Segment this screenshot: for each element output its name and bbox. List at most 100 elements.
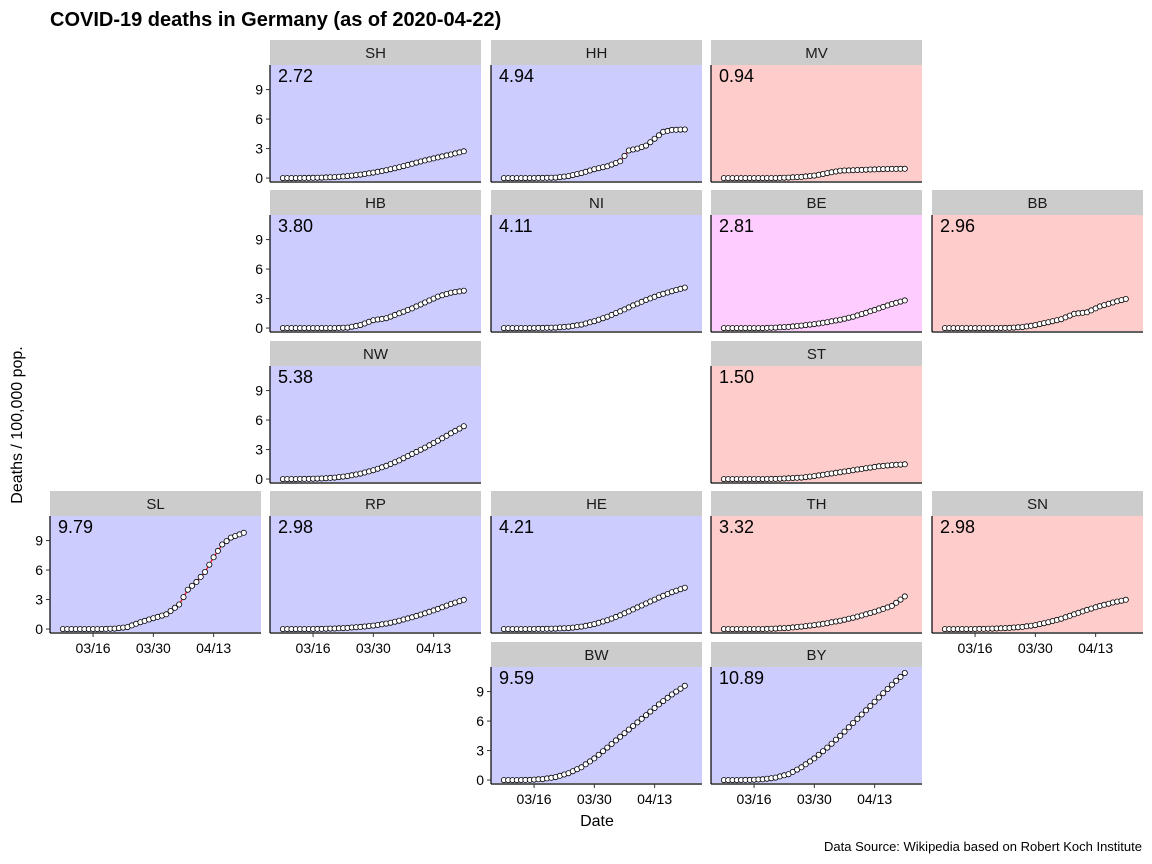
x-tick-label: 04/13 bbox=[1078, 640, 1113, 656]
data-point bbox=[850, 720, 857, 727]
x-tick-label: 04/13 bbox=[196, 640, 231, 656]
data-point bbox=[587, 758, 594, 765]
data-point bbox=[888, 602, 895, 609]
data-point bbox=[664, 694, 671, 701]
data-point bbox=[897, 673, 904, 680]
data-point bbox=[638, 715, 645, 722]
panel-background bbox=[270, 516, 481, 632]
x-tick-label: 03/16 bbox=[958, 640, 993, 656]
panel-strip bbox=[50, 491, 261, 516]
data-point bbox=[643, 142, 650, 149]
data-point bbox=[901, 670, 908, 677]
data-point bbox=[443, 432, 450, 439]
data-point bbox=[673, 688, 680, 695]
data-point bbox=[460, 423, 467, 430]
panel-value-label: 4.11 bbox=[499, 216, 533, 236]
y-tick-label: 3 bbox=[255, 442, 263, 458]
panel-background bbox=[491, 516, 702, 632]
panel-strip bbox=[711, 642, 922, 667]
panel-background bbox=[270, 215, 481, 331]
data-point bbox=[604, 744, 611, 751]
data-point bbox=[677, 685, 684, 692]
y-axis-title: Deaths / 100,000 pop. bbox=[9, 346, 26, 503]
data-point bbox=[681, 682, 688, 689]
panel-strip bbox=[270, 190, 481, 215]
x-tick-label: 03/16 bbox=[517, 791, 552, 807]
panel-background bbox=[711, 516, 922, 632]
panel-strip-label: BW bbox=[584, 647, 609, 664]
data-point bbox=[647, 139, 654, 146]
data-point bbox=[875, 694, 882, 701]
panel-strip-label: ST bbox=[807, 346, 826, 363]
data-point bbox=[214, 547, 221, 554]
data-point bbox=[617, 733, 624, 740]
panel-value-label: 2.72 bbox=[278, 66, 313, 86]
panel-strip-label: BY bbox=[806, 647, 826, 664]
data-point bbox=[841, 728, 848, 735]
x-tick-label: 03/30 bbox=[136, 640, 171, 656]
panel-hb: HB 3.80 0 3 6 9 bbox=[255, 190, 481, 336]
data-point bbox=[837, 732, 844, 739]
y-tick-label: 0 bbox=[476, 772, 484, 788]
panel-rp: RP 2.98 03/16 03/30 04/13 bbox=[269, 491, 481, 656]
panel-sn: SN 2.98 03/16 03/30 04/13 bbox=[931, 491, 1143, 656]
data-point bbox=[655, 132, 662, 139]
y-tick-label: 9 bbox=[35, 533, 43, 549]
panel-th: TH 3.32 bbox=[710, 491, 922, 634]
panel-value-label: 3.32 bbox=[719, 517, 754, 537]
panel-strip bbox=[932, 190, 1143, 215]
panel-strip bbox=[491, 491, 702, 516]
data-point bbox=[223, 538, 230, 545]
panel-strip bbox=[711, 40, 922, 65]
panel-background bbox=[270, 366, 481, 482]
y-tick-label: 6 bbox=[255, 111, 263, 127]
panel-strip bbox=[491, 190, 702, 215]
panel-strip-label: HB bbox=[365, 195, 386, 212]
data-point bbox=[612, 737, 619, 744]
data-point bbox=[643, 712, 650, 719]
x-tick-label: 04/13 bbox=[637, 791, 672, 807]
panel-strip-label: SH bbox=[365, 45, 386, 62]
data-point bbox=[863, 707, 870, 714]
y-tick-label: 6 bbox=[476, 713, 484, 729]
data-point bbox=[815, 751, 822, 758]
panel-strip-label: SN bbox=[1027, 496, 1048, 513]
data-point bbox=[802, 761, 809, 768]
data-point bbox=[460, 287, 467, 294]
data-point bbox=[854, 715, 861, 722]
data-point bbox=[1122, 295, 1129, 302]
panel-background bbox=[491, 667, 702, 783]
y-tick-label: 9 bbox=[476, 684, 484, 700]
panel-strip-label: NW bbox=[363, 346, 389, 363]
y-tick-label: 6 bbox=[255, 412, 263, 428]
data-point bbox=[608, 741, 615, 748]
data-point bbox=[240, 529, 247, 536]
panel-strip-label: BE bbox=[806, 195, 826, 212]
panel-value-label: 1.50 bbox=[719, 367, 754, 387]
data-point bbox=[858, 711, 865, 718]
data-point bbox=[591, 755, 598, 762]
x-tick-label: 03/30 bbox=[1018, 640, 1053, 656]
x-tick-label: 04/13 bbox=[416, 640, 451, 656]
panel-by: BY 10.89 03/16 03/30 04/13 bbox=[710, 642, 922, 807]
panel-strip bbox=[270, 491, 481, 516]
panel-strip-label: HE bbox=[586, 496, 607, 513]
data-point bbox=[621, 730, 628, 737]
data-point bbox=[600, 748, 607, 755]
data-point bbox=[681, 284, 688, 291]
panel-strip-label: SL bbox=[146, 496, 164, 513]
x-tick-label: 03/30 bbox=[577, 791, 612, 807]
data-point bbox=[163, 611, 170, 618]
data-point bbox=[184, 586, 191, 593]
panel-strip-label: HH bbox=[586, 45, 608, 62]
panel-background bbox=[270, 65, 481, 181]
panel-strip bbox=[491, 642, 702, 667]
panel-mv: MV 0.94 bbox=[710, 40, 922, 183]
data-point bbox=[210, 554, 217, 561]
chart-caption: Data Source: Wikipedia based on Robert K… bbox=[824, 839, 1142, 854]
data-point bbox=[651, 135, 658, 142]
data-point bbox=[681, 584, 688, 591]
panel-value-label: 9.79 bbox=[58, 517, 93, 537]
y-tick-label: 9 bbox=[255, 383, 263, 399]
data-point bbox=[901, 165, 908, 172]
